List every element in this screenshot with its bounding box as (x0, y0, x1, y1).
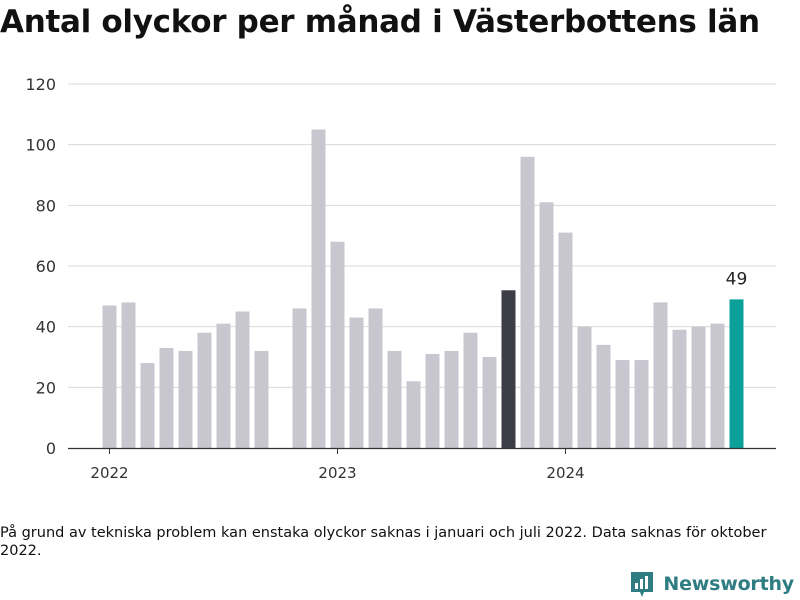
chart-title: Antal olyckor per månad i Västerbottens … (0, 4, 760, 40)
footnote: På grund av tekniska problem kan enstaka… (0, 525, 767, 559)
bar-2024-06 (653, 302, 668, 448)
bar-2022-06 (197, 332, 212, 448)
x-tick-label: 2024 (546, 464, 584, 480)
bar-2024-05 (634, 360, 649, 448)
bar-2023-04 (387, 350, 402, 448)
brand-name: Newsworthy (663, 573, 794, 595)
x-tick-label: 2022 (90, 464, 128, 480)
bar-2024-04 (615, 360, 630, 448)
bar-2023-01 (330, 241, 345, 448)
bar-2024-01 (558, 232, 573, 448)
bar-2023-09 (482, 357, 497, 448)
y-tick-label: 80 (36, 196, 56, 215)
y-tick-label: 40 (36, 318, 56, 337)
bar-2022-04 (159, 347, 174, 448)
bar-2024-07 (672, 329, 687, 448)
data-label: 49 (726, 269, 748, 289)
y-tick-label: 60 (36, 257, 56, 276)
axes (68, 447, 776, 454)
bar-2023-05 (406, 381, 421, 448)
bar-2023-11 (520, 156, 535, 449)
bar-2022-01 (102, 305, 117, 448)
newsworthy-logo-icon (631, 572, 654, 597)
y-tick-label: 100 (25, 136, 56, 155)
gridlines (68, 83, 776, 388)
labels: 0 20 40 60 80 100 120 2022 2023 2024 49 (25, 75, 747, 480)
bar-2023-02 (349, 317, 364, 448)
bar-2022-11 (292, 308, 307, 448)
brand-logo: Newsworthy (629, 570, 794, 598)
bar-2022-12 (311, 129, 326, 448)
bar-chart: 0 20 40 60 80 100 120 2022 2023 2024 49 (25, 75, 776, 480)
bar-2023-12 (539, 202, 554, 448)
bar-2024-09 (710, 323, 725, 448)
bar-2023-10 (501, 290, 516, 448)
bar-2024-08 (691, 326, 706, 448)
bar-2023-08 (463, 332, 478, 448)
bar-2022-05 (178, 350, 193, 448)
y-tick-label: 120 (25, 75, 56, 94)
bar-2022-09 (254, 350, 269, 448)
x-tick-label: 2023 (318, 464, 356, 480)
bar-2023-07 (444, 350, 459, 448)
bar-2022-02 (121, 302, 136, 448)
bar-2022-03 (140, 363, 155, 448)
bar-2022-08 (235, 311, 250, 448)
bars (102, 129, 744, 449)
y-tick-label: 0 (46, 439, 56, 458)
bar-2023-06 (425, 353, 440, 448)
bar-2024-10 (729, 299, 744, 448)
bar-2024-02 (577, 326, 592, 448)
bar-2022-07 (216, 323, 231, 448)
y-tick-label: 20 (36, 378, 56, 397)
bar-2024-03 (596, 344, 611, 448)
bar-2023-03 (368, 308, 383, 448)
